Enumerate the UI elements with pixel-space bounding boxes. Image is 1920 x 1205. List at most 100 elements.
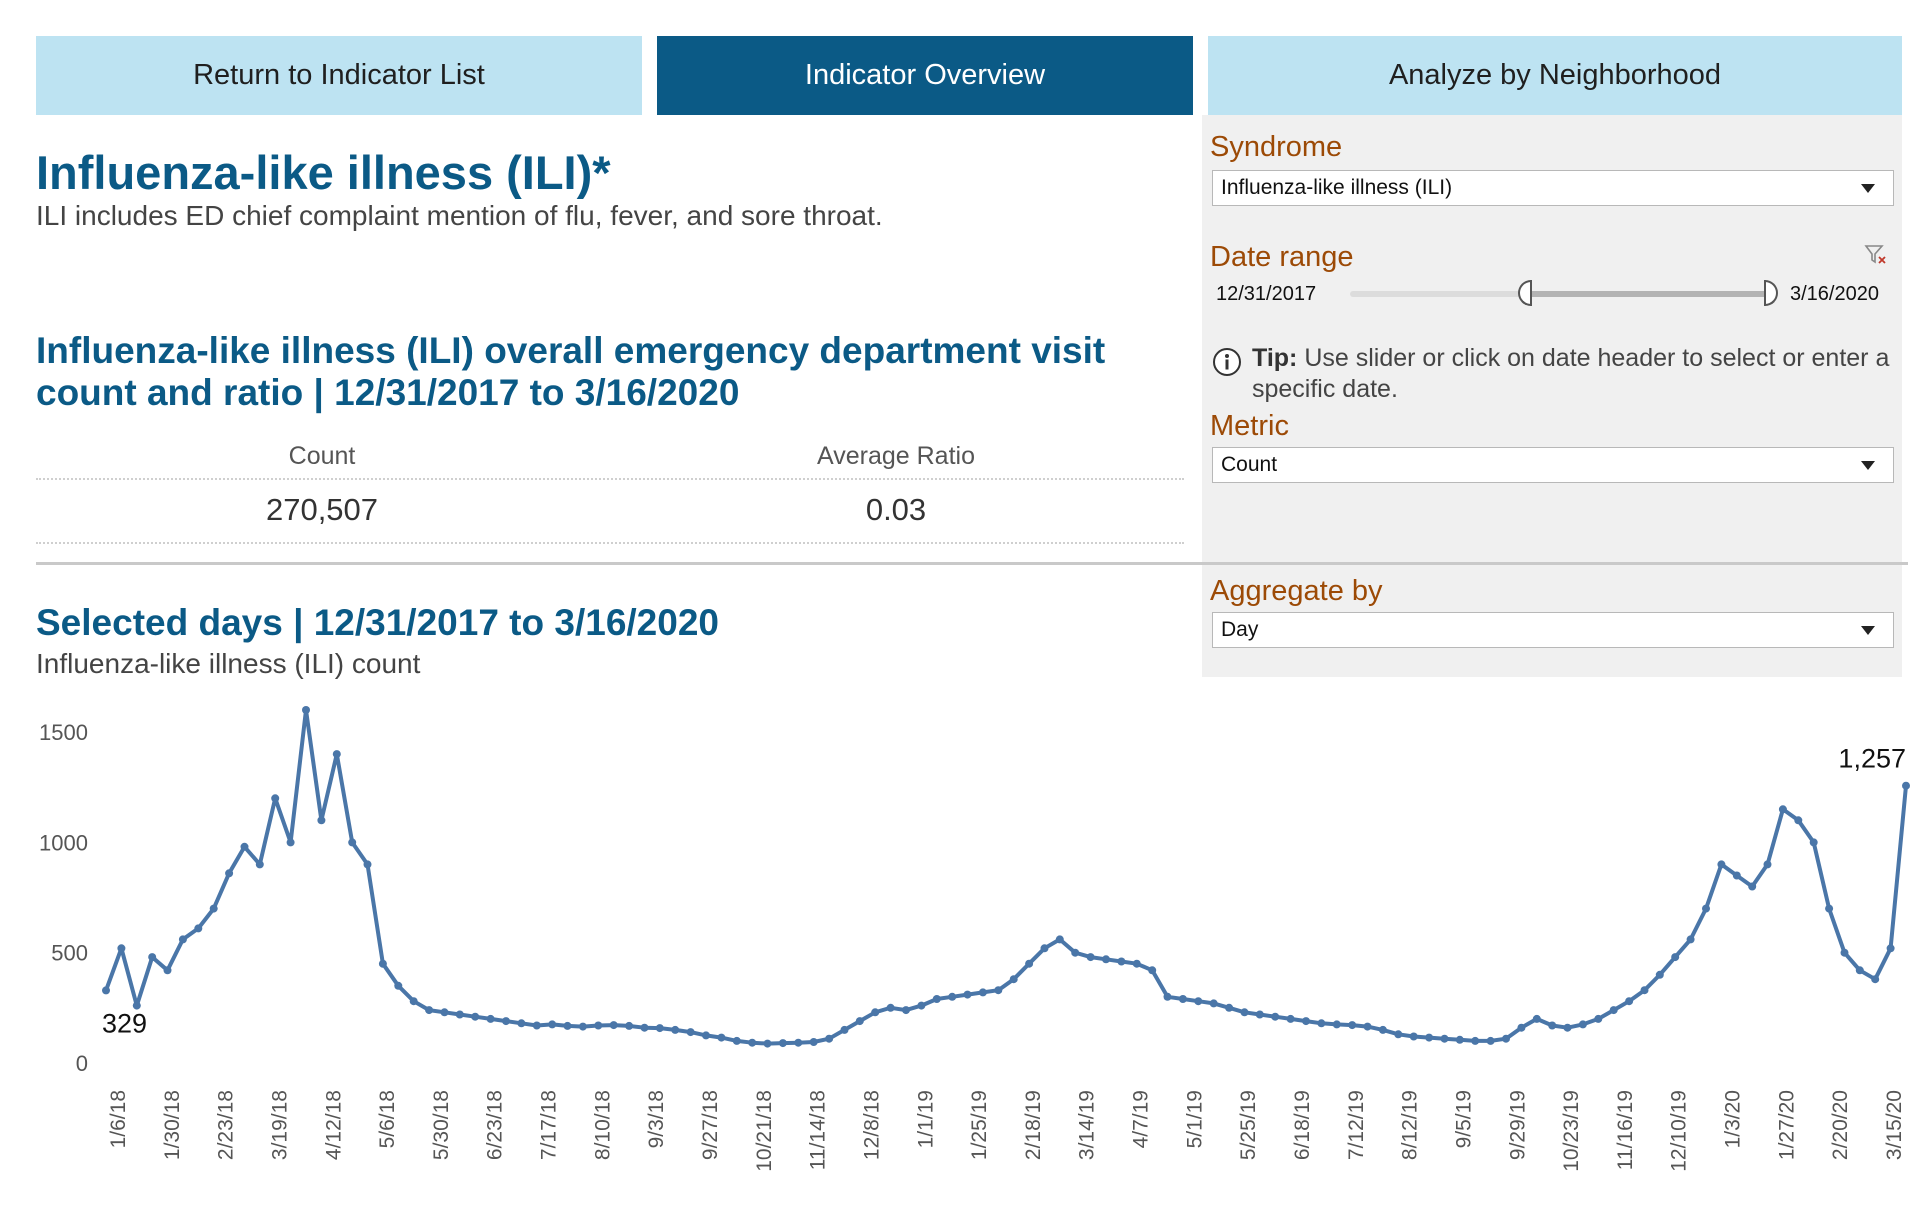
- y-tick-label: 0: [76, 1051, 88, 1076]
- data-point: [1840, 948, 1849, 957]
- data-point: [409, 997, 418, 1006]
- data-point: [532, 1021, 541, 1030]
- data-point: [271, 794, 280, 803]
- data-point: [1332, 1020, 1341, 1029]
- data-point: [1594, 1014, 1603, 1023]
- data-point: [732, 1036, 741, 1045]
- x-tick-label: 1/3/20: [1722, 1090, 1745, 1148]
- data-point: [255, 860, 264, 869]
- series-line: [104, 708, 1908, 1046]
- tab-indicator-overview[interactable]: Indicator Overview: [657, 36, 1193, 115]
- data-point: [1378, 1025, 1387, 1034]
- filter-clear-icon[interactable]: [1864, 243, 1888, 267]
- data-point: [1686, 935, 1695, 944]
- x-tick-label: 5/6/18: [376, 1090, 399, 1148]
- data-point: [886, 1003, 895, 1012]
- tab-analyze-by-neighborhood[interactable]: Analyze by Neighborhood: [1208, 36, 1902, 115]
- data-point: [1040, 944, 1049, 953]
- x-tick-label: 11/16/19: [1614, 1090, 1637, 1170]
- data-point: [502, 1017, 510, 1026]
- x-tick-label: 10/23/19: [1560, 1090, 1583, 1172]
- data-point: [117, 944, 126, 953]
- data-point: [1117, 957, 1126, 966]
- x-tick-label: 2/18/19: [1022, 1090, 1045, 1160]
- data-point: [1055, 935, 1064, 944]
- tip-text: Tip: Use slider or click on date header …: [1252, 343, 1892, 405]
- metric-value: Count: [1221, 453, 1278, 476]
- aggregate-label: Aggregate by: [1210, 575, 1383, 607]
- date-range-start: 12/31/2017: [1216, 283, 1317, 305]
- first-point-label: 329: [102, 1008, 147, 1038]
- data-point: [763, 1039, 772, 1048]
- data-point: [902, 1006, 910, 1015]
- data-point: [794, 1038, 803, 1047]
- data-point: [163, 966, 172, 975]
- aggregate-panel: Aggregate by Day: [1202, 565, 1902, 677]
- data-point: [1517, 1023, 1526, 1032]
- data-point: [1871, 975, 1880, 984]
- filter-panel: Syndrome Influenza-like illness (ILI) Da…: [1202, 115, 1902, 562]
- data-point: [1086, 953, 1095, 962]
- data-point: [1440, 1034, 1449, 1043]
- section-divider: [36, 562, 1908, 565]
- slider-handle-end[interactable]: [1764, 280, 1778, 306]
- x-tick-label: 11/14/18: [807, 1090, 830, 1170]
- data-point: [1732, 871, 1741, 880]
- x-tick-label: 12/8/18: [860, 1090, 883, 1160]
- aggregate-select[interactable]: Day: [1212, 612, 1894, 648]
- data-point: [194, 924, 203, 933]
- chevron-down-icon: [1861, 626, 1875, 635]
- metric-select[interactable]: Count: [1212, 447, 1894, 483]
- x-tick-label: 12/10/19: [1668, 1090, 1691, 1172]
- x-tick-label: 10/21/18: [753, 1090, 776, 1172]
- slider-handle-start[interactable]: [1518, 280, 1533, 306]
- aggregate-value: Day: [1221, 618, 1259, 641]
- data-point: [717, 1033, 726, 1042]
- data-point: [1886, 944, 1895, 953]
- data-point: [1194, 997, 1203, 1006]
- data-point: [1148, 966, 1157, 975]
- page-subtitle: ILI includes ED chief complaint mention …: [36, 200, 883, 231]
- data-point: [225, 869, 234, 878]
- data-point: [394, 981, 403, 990]
- x-tick-label: 9/29/19: [1506, 1090, 1529, 1160]
- data-point: [1132, 959, 1141, 968]
- tab-label: Return to Indicator List: [193, 59, 485, 91]
- tip-bold: Tip:: [1252, 344, 1298, 372]
- data-point: [317, 816, 326, 825]
- data-point: [840, 1025, 849, 1034]
- data-point: [332, 750, 341, 759]
- syndrome-select[interactable]: Influenza-like illness (ILI): [1212, 170, 1894, 206]
- data-point: [348, 838, 357, 847]
- data-point: [1794, 816, 1803, 825]
- date-range-end: 3/16/2020: [1790, 283, 1879, 305]
- x-tick-label: 4/7/19: [1130, 1090, 1153, 1148]
- data-point: [1455, 1035, 1464, 1044]
- data-point: [748, 1038, 757, 1047]
- date-slider-track[interactable]: [1350, 280, 1778, 306]
- data-point: [363, 860, 372, 869]
- data-point: [1286, 1014, 1295, 1023]
- data-point: [378, 959, 387, 968]
- x-tick-label: 2/20/20: [1829, 1090, 1852, 1160]
- data-point: [132, 1001, 141, 1010]
- data-point: [148, 953, 157, 962]
- x-tick-label: 6/18/19: [1291, 1090, 1314, 1160]
- data-point: [917, 1001, 926, 1010]
- data-point: [425, 1006, 434, 1015]
- ratio-column-header: Average Ratio: [817, 442, 975, 470]
- selected-days-subheading: Influenza-like illness (ILI) count: [36, 648, 421, 679]
- data-point: [1271, 1012, 1280, 1021]
- data-point: [302, 706, 310, 714]
- ratio-value: 0.03: [865, 492, 927, 527]
- tab-return-to-indicator-list[interactable]: Return to Indicator List: [36, 36, 642, 115]
- x-tick-label: 7/17/18: [538, 1090, 561, 1160]
- data-point: [978, 988, 987, 997]
- page-title: Influenza-like illness (ILI)*: [36, 146, 611, 199]
- data-point: [625, 1021, 634, 1030]
- info-circle-icon: [1212, 347, 1242, 377]
- x-tick-label: 8/10/18: [591, 1090, 614, 1160]
- data-point: [994, 986, 1003, 995]
- chevron-down-icon: [1861, 184, 1875, 193]
- count-column-header: Count: [288, 442, 356, 470]
